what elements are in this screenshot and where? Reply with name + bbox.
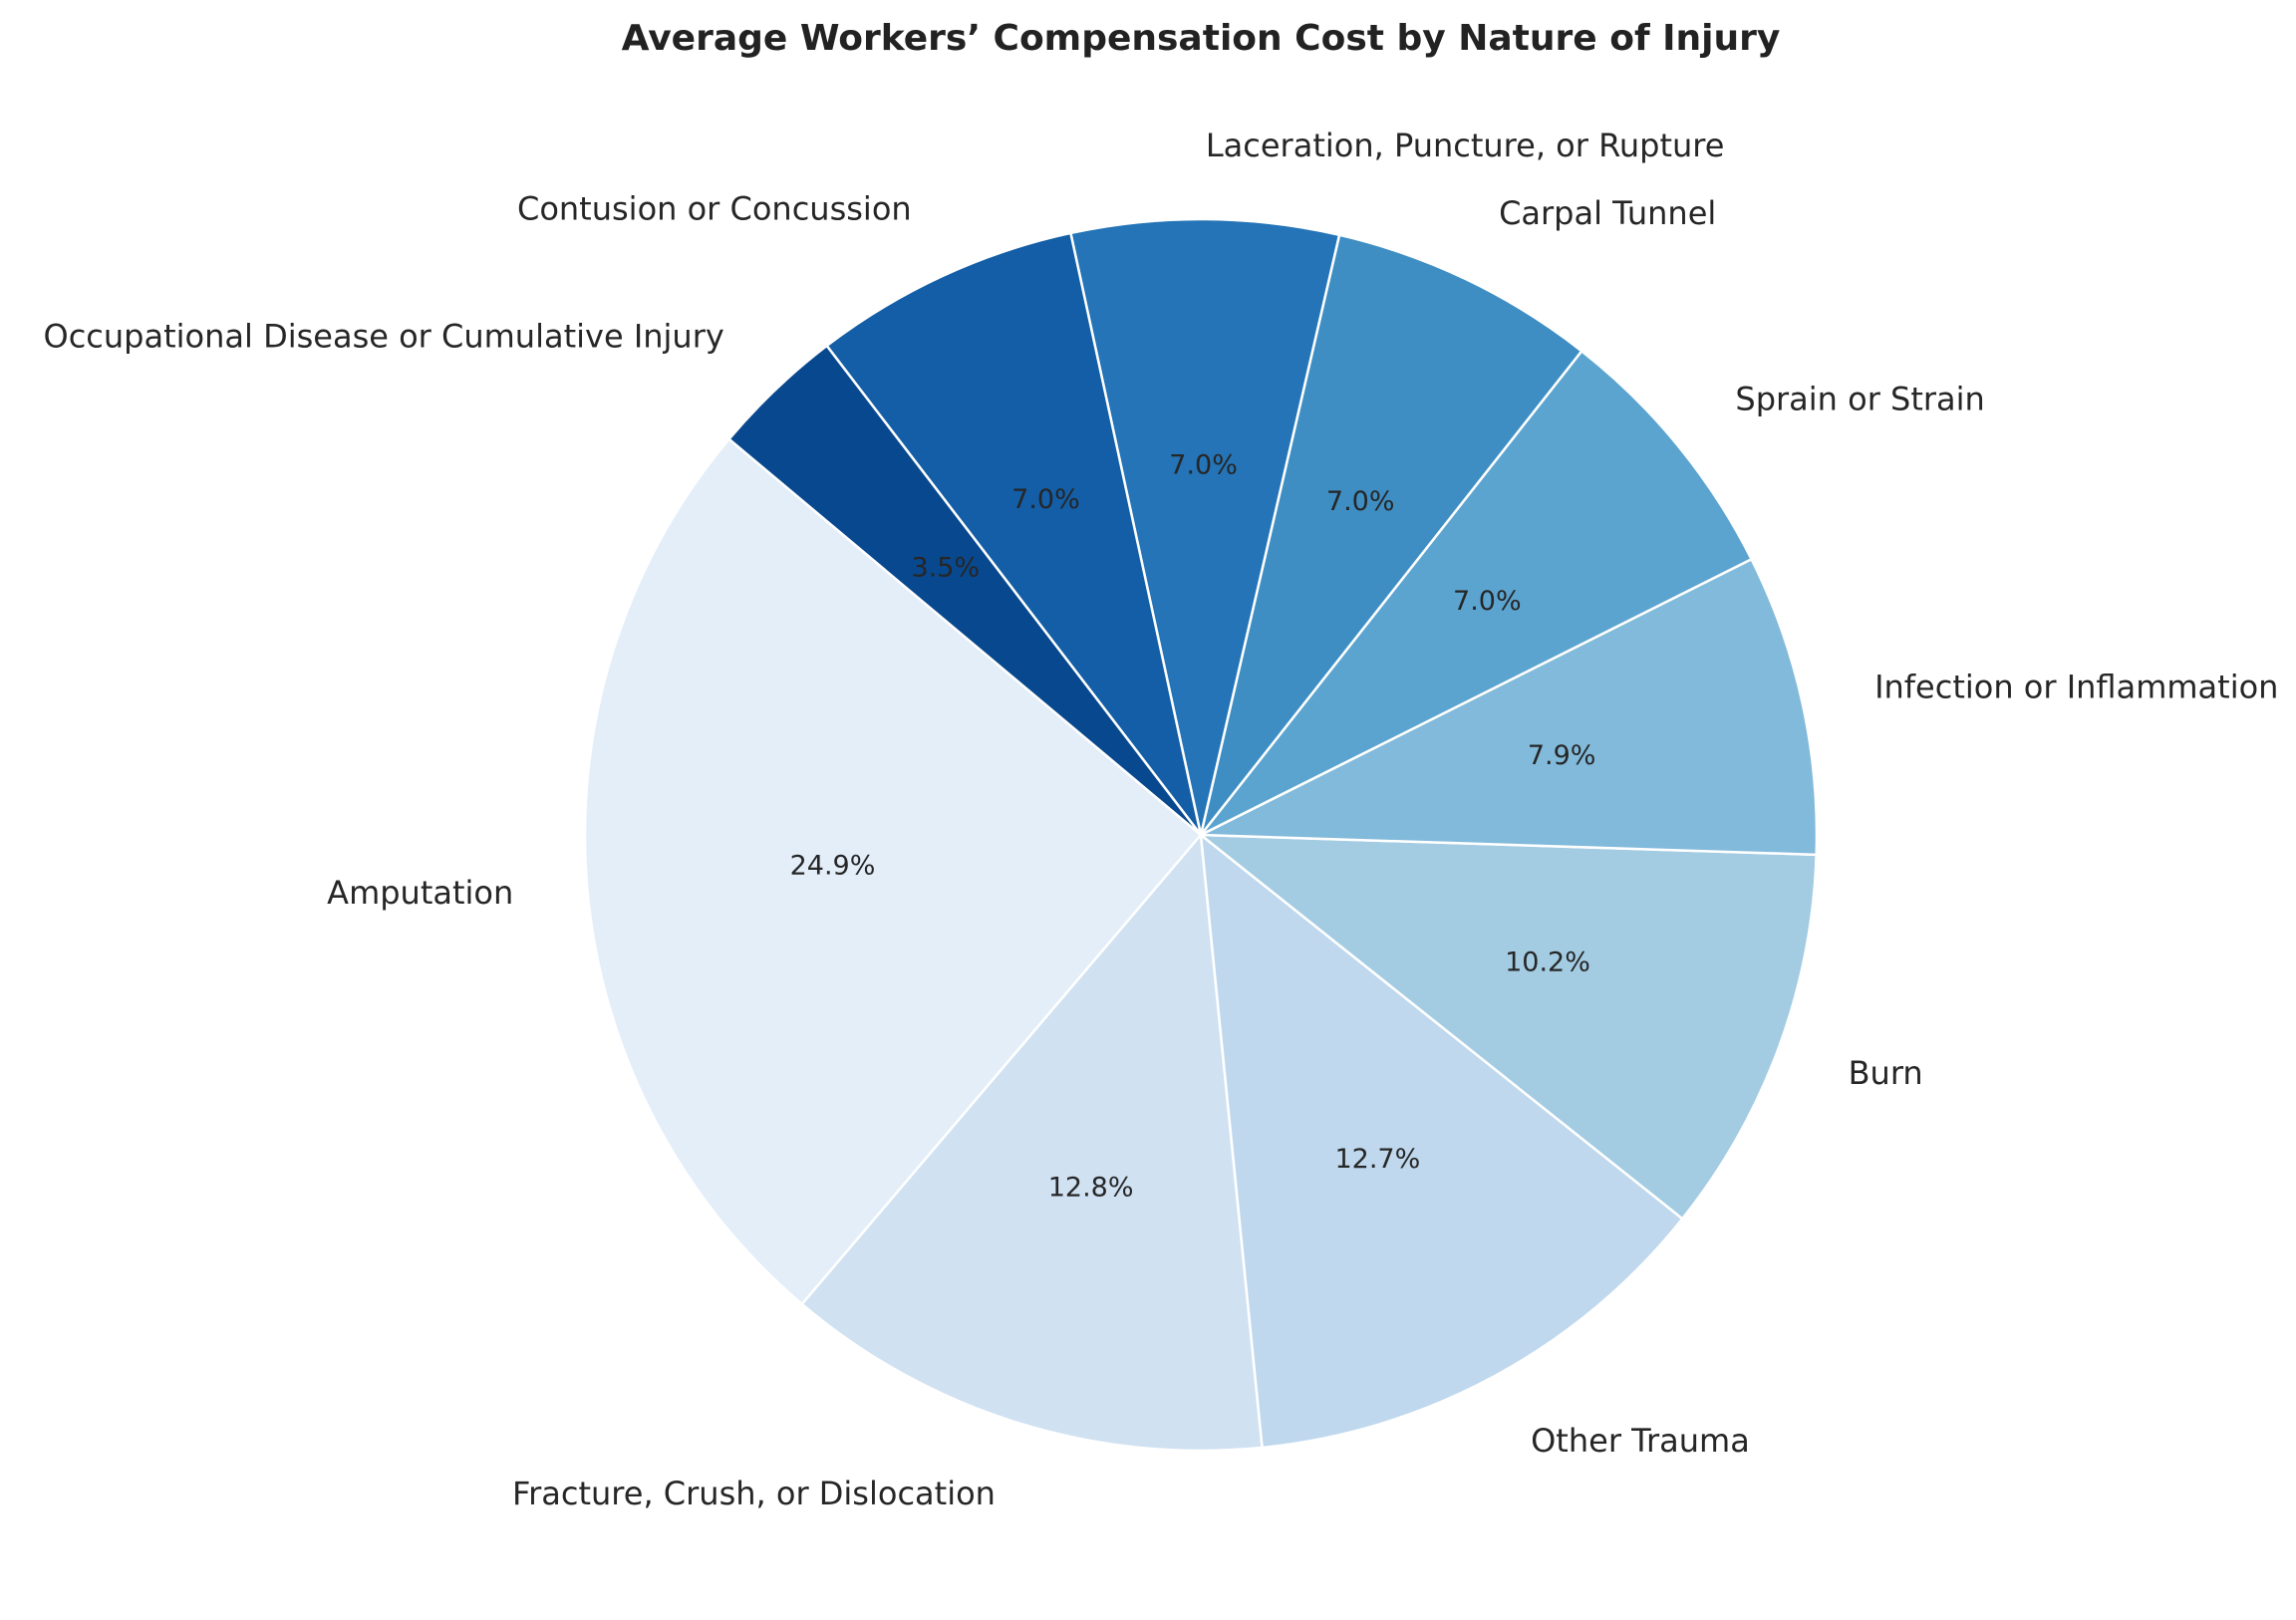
pct-label-burn: 10.2%	[1505, 947, 1590, 978]
pie-slice-other-trauma	[1199, 833, 1684, 1450]
slice-label-contusion-or-concussion: Contusion or Concussion	[517, 190, 912, 228]
pie-slice-amputation	[583, 437, 1203, 1306]
slice-label-occupational-disease-or-cumulative-injury: Occupational Disease or Cumulative Injur…	[44, 318, 724, 356]
pie-slice-sprain-or-strain	[1199, 350, 1753, 837]
pct-label-sprain-or-strain: 7.0%	[1453, 586, 1522, 617]
slice-label-other-trauma: Other Trauma	[1531, 1422, 1750, 1460]
chart-title: Average Workers’ Compensation Cost by Na…	[622, 18, 1781, 59]
pct-label-amputation: 24.9%	[790, 851, 876, 882]
slice-label-amputation: Amputation	[327, 874, 513, 912]
slice-label-sprain-or-strain: Sprain or Strain	[1735, 381, 1984, 418]
pie-slice-occupational-disease-or-cumulative-injury	[727, 344, 1203, 837]
pct-label-contusion-or-concussion: 7.0%	[1011, 484, 1080, 515]
pct-label-other-trauma: 12.7%	[1334, 1144, 1420, 1175]
pct-label-fracture-crush-or-dislocation: 12.8%	[1048, 1172, 1134, 1203]
pie-slice-burn	[1199, 833, 1818, 1220]
slice-label-infection-or-inflammation: Infection or Inflammation	[1874, 669, 2278, 706]
pct-label-carpal-tunnel: 7.0%	[1326, 486, 1395, 517]
pie-slice-carpal-tunnel	[1199, 233, 1583, 837]
slice-label-carpal-tunnel: Carpal Tunnel	[1499, 194, 1716, 232]
pct-label-laceration-puncture-or-rupture: 7.0%	[1169, 450, 1238, 481]
pie-slice-fracture-crush-or-dislocation	[800, 833, 1264, 1453]
slice-label-fracture-crush-or-dislocation: Fracture, Crush, or Dislocation	[512, 1475, 996, 1512]
pie-slice-laceration-puncture-or-rupture	[1069, 217, 1341, 837]
pie-labels: Amputation 24.9% Fracture, Crush, or Dislo…	[44, 127, 2279, 1512]
slice-label-laceration-puncture-or-rupture: Laceration, Puncture, or Rupture	[1206, 127, 1725, 164]
pie-slices	[583, 217, 1819, 1453]
pie-slice-contusion-or-concussion	[825, 231, 1203, 837]
pie-slice-infection-or-inflammation	[1199, 558, 1819, 857]
pct-label-occupational-disease-or-cumulative-injury: 3.5%	[912, 552, 981, 583]
pct-label-infection-or-inflammation: 7.9%	[1528, 740, 1596, 771]
slice-label-burn: Burn	[1849, 1054, 1923, 1092]
